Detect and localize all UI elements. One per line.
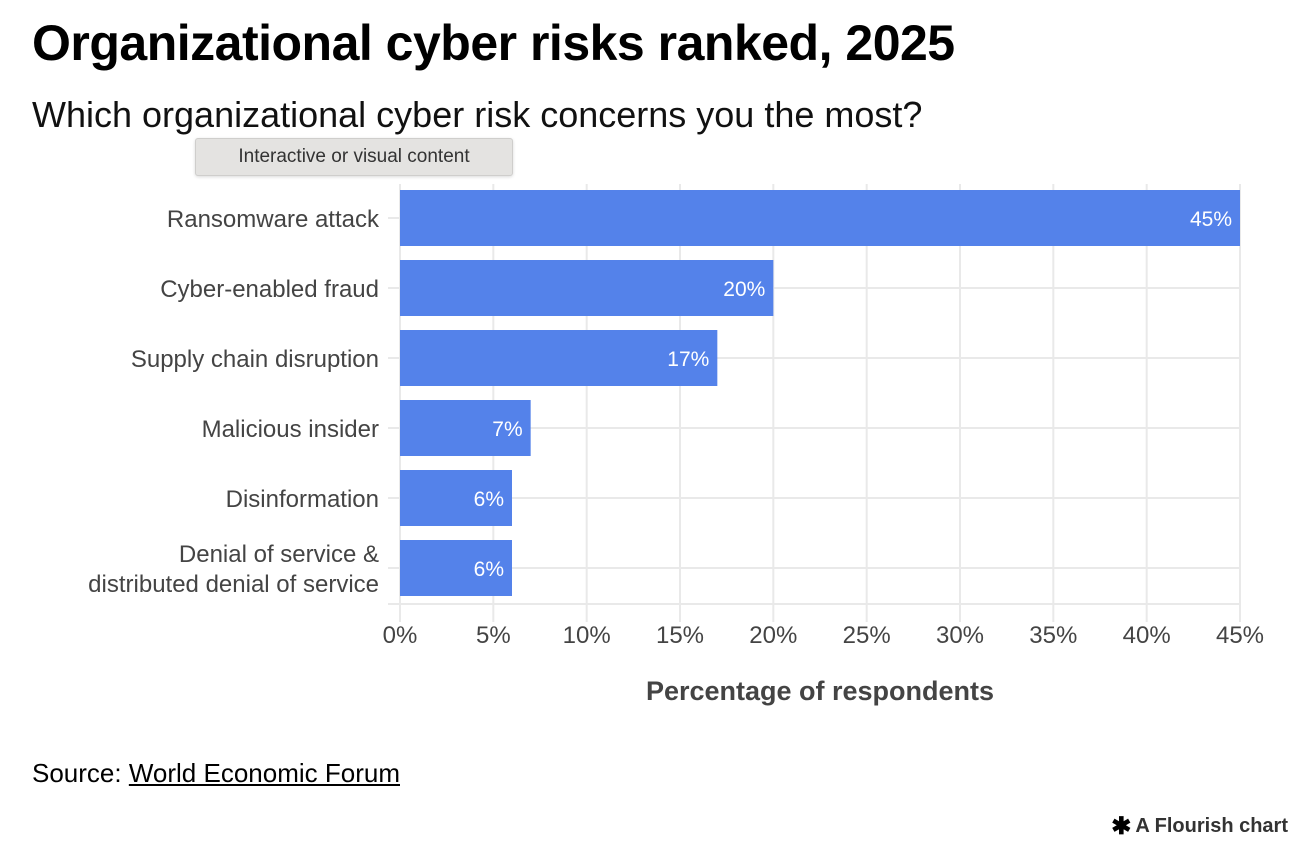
chart-subtitle: Which organizational cyber risk concerns… [32,94,923,135]
x-tick-label: 10% [563,622,611,649]
bar-value-label: 7% [492,418,522,441]
category-labels: Ransomware attack Cyber-enabled fraud Supp… [88,206,380,598]
category-label: Cyber-enabled fraud [160,276,379,303]
bar-value-label: 17% [667,348,709,371]
bar [400,400,531,456]
tooltip-text: Interactive or visual content [238,146,470,167]
value-labels: 45% 20% 17% 7% 6% 6% [474,208,1232,581]
category-label: Supply chain disruption [131,346,379,373]
source-link[interactable]: World Economic Forum [128,758,400,788]
tooltip: Interactive or visual content [195,138,513,176]
bar-value-label: 45% [1190,208,1232,231]
category-label: Disinformation [226,486,379,513]
bar-value-label: 20% [723,278,765,301]
bar [400,470,512,526]
x-axis-title: Percentage of respondents [646,676,994,706]
bar [400,330,718,386]
bar-value-label: 6% [474,488,504,511]
x-tick-label: 20% [749,622,797,649]
category-label: distributed denial of service [88,571,379,598]
bar [400,260,774,316]
source-prefix: Source: [32,758,122,788]
x-tick-label: 40% [1123,622,1171,649]
x-tick-label: 35% [1029,622,1077,649]
x-tick-label: 25% [843,622,891,649]
flourish-credit[interactable]: ✱ A Flourish chart [1111,812,1288,841]
x-axis-ticks: 0% 5% 10% 15% 20% 25% 30% 35% 40% 45% [383,622,1264,649]
category-label: Ransomware attack [167,206,380,233]
bar [400,190,1240,246]
x-tick-label: 0% [383,622,418,649]
bar [400,540,512,596]
x-tick-label: 15% [656,622,704,649]
category-label: Denial of service & [179,541,379,568]
x-tick-label: 45% [1216,622,1264,649]
category-label: Malicious insider [202,416,379,443]
x-tick-label: 30% [936,622,984,649]
bar-value-label: 6% [474,558,504,581]
bars [400,190,1240,596]
x-tick-label: 5% [476,622,511,649]
chart-title: Organizational cyber risks ranked, 2025 [32,15,955,71]
asterisk-icon: ✱ [1111,813,1132,840]
credit-text: A Flourish chart [1135,815,1288,837]
source-line: Source: World Economic Forum [32,758,400,789]
